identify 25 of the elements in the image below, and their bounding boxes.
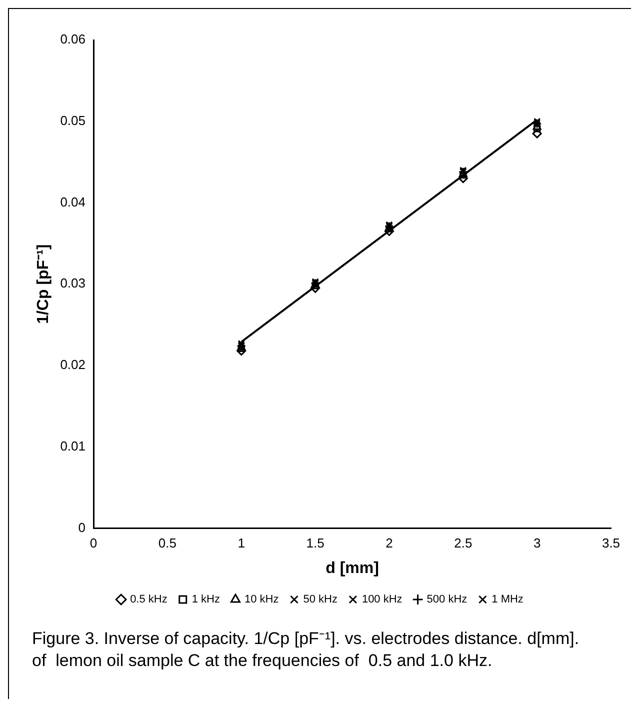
y-tick-label: 0.05 — [60, 112, 86, 128]
legend-label: 100 kHz — [362, 594, 402, 606]
x-tick-label: 1 — [238, 536, 245, 551]
legend-label: 50 kHz — [303, 594, 338, 606]
x-tick-label: 3 — [533, 536, 541, 551]
y-tick-label: 0.06 — [60, 32, 86, 47]
legend-label: 500 kHz — [426, 594, 468, 606]
caption: Figure 3. Inverse of capacity. 1/Cp [pF⁻¹]. vs. electrodes distance. d[mm]. of lemon oil sample C at the frequencies of 0.5 and 1.0 kHz. — [32, 628, 580, 672]
x-tick-label: 0.5 — [158, 536, 176, 551]
legend-label: 1 MHz — [492, 594, 524, 606]
legend-label: 1 kHz — [192, 594, 220, 606]
y-tick-label: 0.04 — [60, 194, 86, 210]
y-tick-label: 0.01 — [60, 438, 86, 454]
y-tick-label: 0 — [78, 520, 86, 535]
x-tick-label: 1.5 — [306, 536, 324, 551]
x-tick-label: 3.5 — [602, 536, 620, 551]
x-tick-label: 2 — [386, 536, 393, 551]
x-tick-label: 2.5 — [454, 536, 472, 551]
y-axis-title: 1/Cp [pF⁻¹] — [35, 244, 52, 324]
y-tick-label: 0.03 — [60, 276, 86, 291]
legend-label: 10 kHz — [244, 594, 279, 606]
x-tick-label: 0 — [90, 536, 98, 551]
x-axis-title: d [mm] — [326, 560, 379, 577]
y-tick-label: 0.02 — [60, 357, 86, 372]
legend-label: 0.5 kHz — [130, 594, 168, 606]
